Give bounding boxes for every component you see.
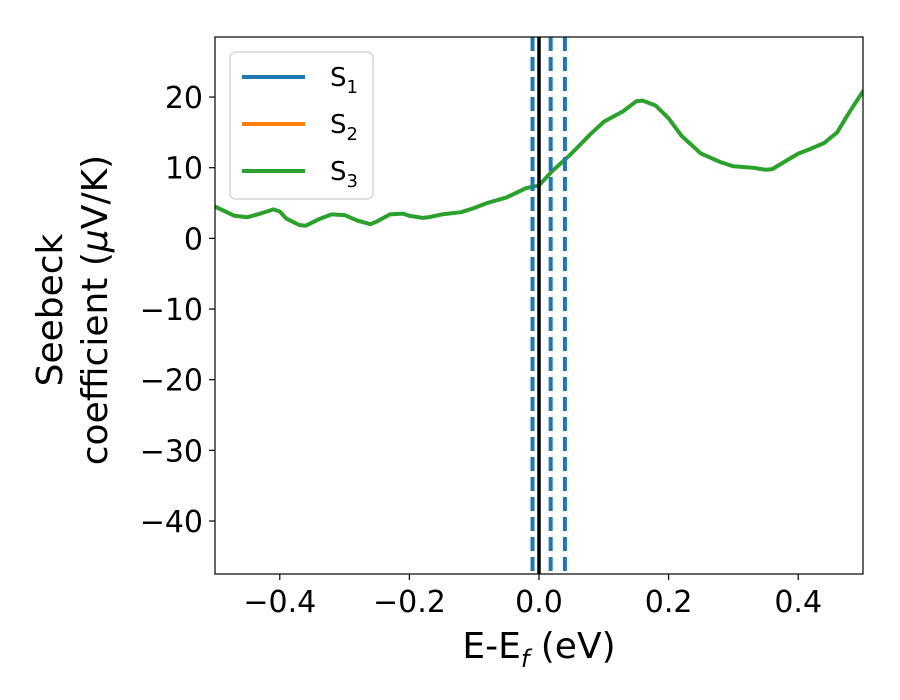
y-tick-label: −20 — [140, 364, 203, 399]
x-tick-label: 0.0 — [515, 585, 563, 620]
legend-label-3: S3 — [330, 157, 358, 192]
plot-layer — [215, 37, 863, 574]
legend-label-1: S1 — [330, 63, 358, 98]
y-tick-label: 10 — [165, 152, 203, 187]
legend: S1 S2 S3 — [229, 51, 374, 200]
y-axis-label: Seebeck coefficient (μV/K) — [30, 155, 116, 465]
y-axis-label-mu: μ — [75, 229, 116, 253]
y-tick-label: −40 — [140, 505, 203, 540]
y-tick-label: −30 — [140, 434, 203, 469]
x-tick-label: −0.4 — [243, 585, 316, 620]
y-axis-label-text-b: V/K) — [75, 155, 116, 229]
y-tick-label: −10 — [140, 293, 203, 328]
y-tick-label: 20 — [165, 81, 203, 116]
y-tick-label: 0 — [184, 222, 203, 257]
y-axis-label-line2: coefficient (μV/K) — [75, 155, 116, 465]
x-axis-label-main: E-E — [462, 626, 520, 667]
y-axis-label-line1: Seebeck — [30, 233, 71, 386]
legend-label-2: S2 — [330, 110, 358, 145]
x-axis-label: E-Ef (eV) — [462, 626, 615, 673]
y-axis-label-text-a: coefficient ( — [75, 252, 116, 465]
x-tick-label: −0.2 — [373, 585, 446, 620]
x-tick-label: 0.2 — [645, 585, 693, 620]
ticks-layer: −0.4 −0.2 0.0 0.2 0.4 −40 −30 −20 −10 0 10 20 — [140, 81, 822, 620]
x-tick-label: 0.4 — [774, 585, 822, 620]
series-line-1 — [215, 89, 863, 228]
x-axis-label-unit: (eV) — [529, 626, 615, 667]
plot-frame — [214, 36, 864, 575]
